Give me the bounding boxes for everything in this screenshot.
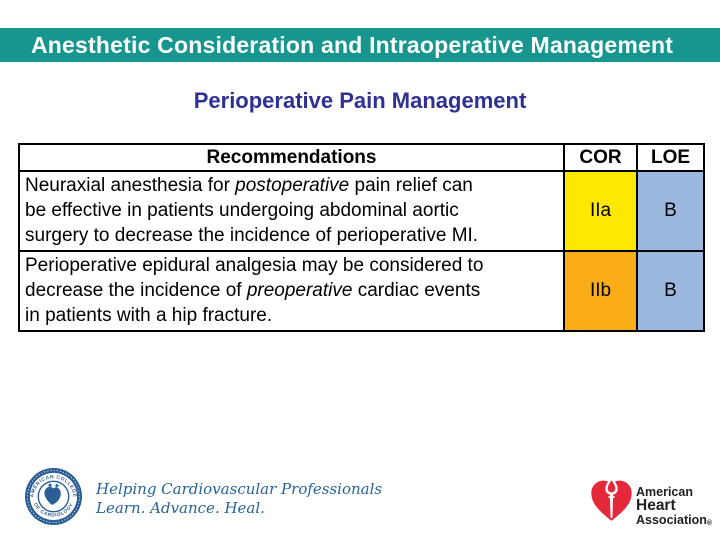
recommendation-cell: Perioperative epidural analgesia may be … (18, 250, 565, 332)
cor-cell: IIb (563, 250, 638, 332)
acc-tagline-line1: Helping Cardiovascular Professionals (96, 480, 383, 498)
acc-tagline: Helping Cardiovascular Professionals Lea… (96, 480, 382, 518)
loe-cell: B (636, 170, 705, 252)
slide-title: Anesthetic Consideration and Intraoperat… (31, 31, 674, 58)
loe-cell: B (636, 250, 705, 332)
title-bar: Anesthetic Consideration and Intraoperat… (0, 28, 720, 62)
table-row: Perioperative epidural analgesia may be … (18, 250, 705, 332)
acc-tagline-line2: Learn. Advance. Heal. (96, 499, 265, 517)
aha-wordmark-line1: American (636, 485, 693, 499)
recommendation-cell: Neuraxial anesthesia for postoperative p… (18, 170, 565, 252)
aha-wordmark-line3: Association (636, 513, 707, 527)
aha-wordmark: American Heart Association® (636, 486, 712, 530)
aha-wordmark-line2: Heart (636, 497, 676, 514)
aha-heart-torch-icon (591, 477, 632, 521)
recommendations-table: Recommendations COR LOE Neuraxial anesth… (18, 143, 705, 332)
acc-seal-icon: AMERICAN COLLEGE OF CARDIOLOGY (24, 467, 83, 526)
cor-cell: IIa (563, 170, 638, 252)
col-header-recommendations: Recommendations (18, 143, 565, 172)
table-row: Neuraxial anesthesia for postoperative p… (18, 170, 705, 252)
rec-table-body: Neuraxial anesthesia for postoperative p… (18, 170, 705, 332)
col-header-cor: COR (563, 143, 638, 172)
col-header-loe: LOE (636, 143, 705, 172)
acc-heart-illustration (44, 486, 61, 505)
table-header-row: Recommendations COR LOE (18, 143, 705, 172)
registered-mark: ® (706, 520, 713, 527)
slide-subtitle: Perioperative Pain Management (193, 88, 527, 113)
